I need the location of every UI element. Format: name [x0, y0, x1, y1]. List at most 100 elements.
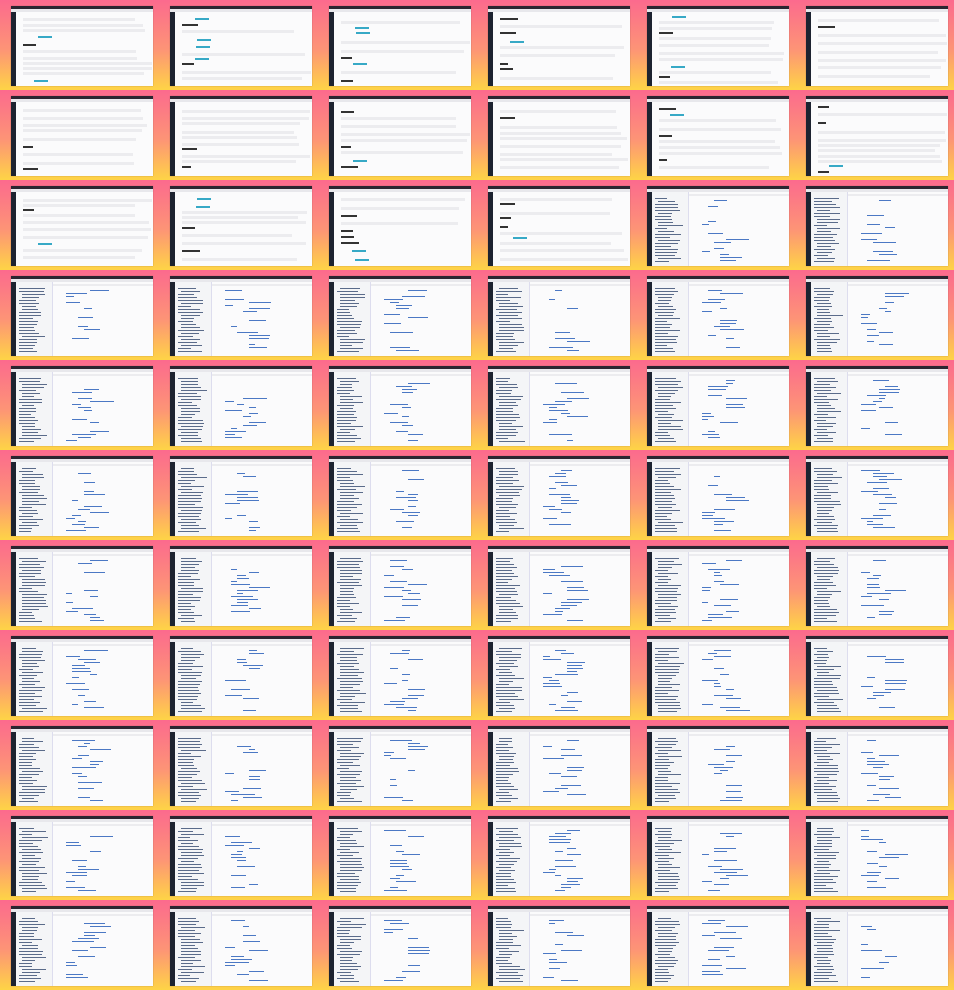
tree-item — [181, 303, 203, 304]
dock — [488, 372, 493, 446]
field — [500, 232, 623, 235]
code-line — [555, 890, 565, 891]
tree-item — [19, 312, 41, 313]
dock — [329, 552, 334, 626]
tree-item — [496, 603, 521, 604]
tree-item — [496, 438, 509, 439]
tree-item — [817, 516, 835, 517]
code-line — [549, 299, 556, 300]
tree-item — [658, 663, 684, 664]
code-line — [243, 311, 258, 312]
tree-item — [181, 885, 205, 886]
tree-item — [22, 960, 35, 961]
thumbnail — [11, 816, 153, 896]
tree-item — [178, 786, 193, 787]
tree-item — [22, 855, 36, 856]
code-line — [402, 869, 412, 870]
tree-item — [658, 966, 675, 967]
tree-item — [181, 510, 202, 511]
code-line — [78, 521, 87, 522]
code-line — [861, 836, 869, 837]
code-line — [549, 509, 563, 510]
tree-item — [19, 378, 41, 379]
badge — [353, 160, 368, 162]
tree-item — [337, 432, 350, 433]
browser-tabs — [329, 726, 471, 729]
tree-item — [181, 861, 195, 862]
tree-item — [496, 408, 513, 409]
code-line — [72, 608, 93, 609]
tree-item — [178, 393, 198, 394]
code-line — [708, 614, 724, 615]
tree-item — [178, 681, 202, 682]
code-line — [231, 611, 251, 612]
code-line — [390, 863, 408, 864]
tree-item — [499, 951, 520, 952]
tree-item — [19, 936, 35, 937]
code-line — [714, 851, 727, 852]
code-line — [714, 695, 733, 696]
address-bar — [170, 9, 312, 12]
code-line — [879, 857, 900, 858]
address-bar — [647, 729, 789, 732]
code-line — [231, 920, 246, 921]
code-line — [714, 572, 721, 573]
code-line — [549, 836, 567, 837]
tree-item — [337, 471, 357, 472]
code-line — [384, 683, 398, 684]
field — [23, 204, 135, 207]
editor-tabs — [371, 464, 471, 466]
field — [500, 158, 629, 161]
code-line — [726, 347, 740, 348]
tree-item — [178, 669, 193, 670]
field — [23, 72, 144, 75]
tree-item — [814, 681, 833, 682]
field — [182, 242, 307, 245]
code-line — [72, 434, 96, 435]
tree-item — [19, 933, 34, 934]
tree-item — [658, 213, 673, 214]
field — [23, 221, 150, 224]
editor-tabs — [53, 554, 153, 556]
code-line — [867, 785, 876, 786]
code-line — [549, 968, 560, 969]
tree-item — [817, 948, 834, 949]
dock — [647, 12, 652, 86]
tree-item — [19, 567, 44, 568]
code-line — [249, 521, 258, 522]
code-line — [726, 785, 742, 786]
badge — [352, 250, 367, 252]
tree-item — [814, 483, 839, 484]
dock — [11, 192, 16, 266]
label — [182, 166, 192, 168]
address-bar — [647, 369, 789, 372]
tree-item — [655, 654, 670, 655]
tree-item — [22, 429, 42, 430]
code-line — [567, 854, 581, 855]
tree-item — [655, 435, 670, 436]
editor-tabs — [212, 284, 312, 286]
tree-item — [817, 861, 830, 862]
tree-item — [496, 615, 518, 616]
code-line — [243, 416, 251, 417]
code-line — [726, 710, 750, 711]
tree-item — [337, 564, 359, 565]
code-line — [408, 434, 423, 435]
code-line — [549, 773, 561, 774]
tree-item — [499, 303, 519, 304]
tree-item — [499, 741, 512, 742]
tree-item — [19, 882, 43, 883]
tree-item — [655, 483, 671, 484]
tree-item — [658, 933, 679, 934]
tree-item — [817, 969, 835, 970]
tree-item — [817, 231, 831, 232]
tree-item — [19, 756, 34, 757]
dock — [170, 372, 175, 446]
label — [500, 117, 516, 119]
code-line — [390, 653, 410, 654]
tree-item — [655, 981, 668, 982]
tree-item — [496, 435, 516, 436]
tree-item — [658, 597, 678, 598]
tree-item — [496, 711, 513, 712]
tree-item — [817, 417, 836, 418]
